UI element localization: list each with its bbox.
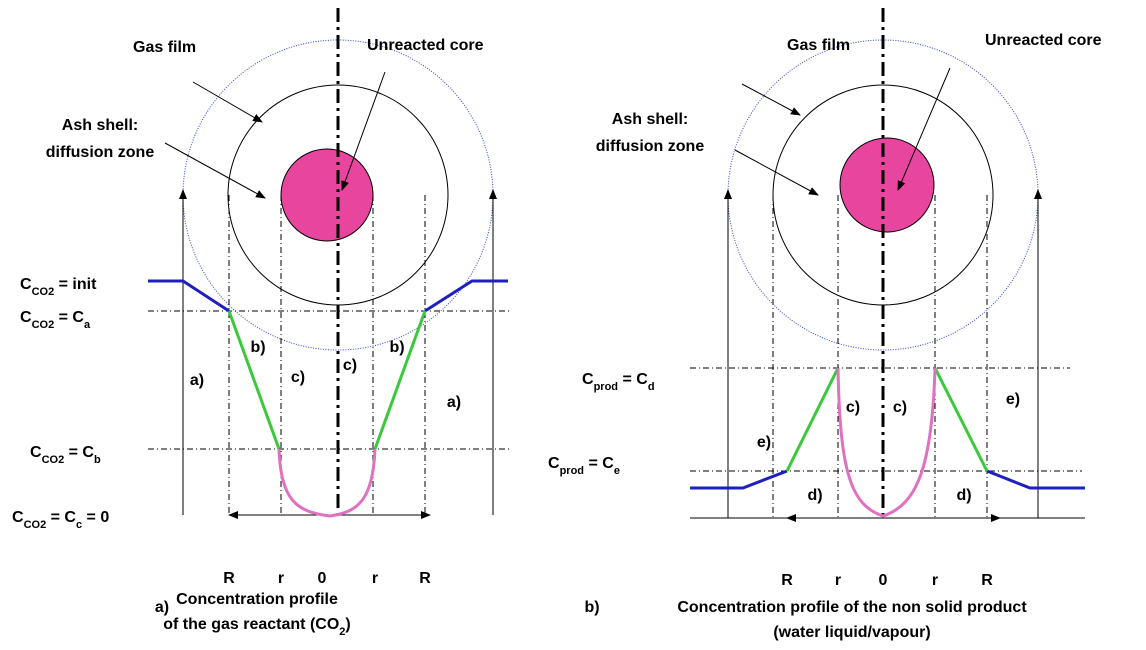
- core-profile: [279, 449, 375, 516]
- zone-label: a): [190, 372, 204, 389]
- level-label-part: b: [94, 454, 101, 466]
- level-label-part: C: [12, 509, 24, 526]
- level-label-part: = C: [584, 455, 614, 472]
- zone-label: e): [757, 434, 771, 451]
- zone-label: e): [1006, 391, 1020, 408]
- zone-label: c): [343, 357, 357, 374]
- level-label: CCO2 = Ca: [20, 309, 91, 331]
- ash-shell-profile: [229, 311, 279, 449]
- ash-shell-label: diffusion zone: [596, 138, 705, 155]
- level-label-part: C: [30, 444, 42, 461]
- unreacted-core-label: Unreacted core: [367, 37, 484, 54]
- gas-film-profile: [987, 471, 1085, 488]
- level-label-part: = C: [54, 309, 84, 326]
- caption-line: (water liquid/vapour): [773, 624, 930, 641]
- gas-film-profile: [425, 281, 508, 311]
- axis-label: R: [419, 570, 431, 587]
- axis-label: R: [781, 572, 793, 589]
- pointer-arrow: [742, 84, 800, 115]
- level-label-part: CO2: [32, 319, 55, 331]
- caption-line: Concentration profile of the non solid p…: [677, 599, 1027, 616]
- caption-line: Concentration profile: [176, 591, 338, 608]
- zone-label: d): [807, 487, 822, 504]
- ash-shell-profile: [787, 368, 838, 471]
- ash-shell-label: Ash shell:: [62, 117, 138, 134]
- zone-label: c): [846, 399, 860, 416]
- axis-label: 0: [879, 572, 888, 589]
- zone-label: c): [893, 399, 907, 416]
- caption-line-part: (water liquid/vapour): [773, 624, 930, 641]
- level-label-part: = 0: [82, 509, 109, 526]
- level-label-part: C: [548, 455, 560, 472]
- core-profile: [838, 368, 935, 516]
- level-label-part: C: [582, 371, 594, 388]
- caption-line: of the gas reactant (CO2): [163, 616, 350, 638]
- level-label: CCO2 = Cc = 0: [12, 509, 109, 531]
- ash-shell-profile: [935, 368, 987, 471]
- ash-shell-profile: [375, 311, 425, 449]
- ash-shell-label: Ash shell:: [612, 111, 688, 128]
- level-label-part: prod: [594, 381, 618, 393]
- zone-label: c): [291, 369, 305, 386]
- zone-label: a): [447, 394, 461, 411]
- figure: Gas film Unreacted core Ash shell: diffusio…: [0, 0, 1146, 650]
- level-label-part: = C: [46, 509, 76, 526]
- level-label-part: CO2: [42, 454, 65, 466]
- zone-label: b): [389, 339, 404, 356]
- caption-line-part: ): [345, 616, 350, 633]
- level-label-part: CO2: [24, 519, 47, 531]
- axis-label: r: [372, 570, 378, 587]
- level-label-part: = C: [618, 371, 648, 388]
- gas-film-profile: [690, 471, 787, 488]
- level-label: Cprod = Ce: [548, 455, 620, 477]
- level-label: CCO2 = init: [20, 276, 97, 298]
- gas-film-profile: [148, 281, 229, 311]
- level-label: Cprod = Cd: [582, 371, 655, 393]
- level-label-part: CO2: [32, 286, 55, 298]
- pointer-arrow: [735, 150, 818, 195]
- unreacted-core: [840, 138, 934, 232]
- caption-line-part: Concentration profile of the non solid p…: [677, 599, 1027, 616]
- axis-label: r: [835, 572, 841, 589]
- level-label-part: = init: [54, 276, 97, 293]
- level-label-part: d: [648, 381, 655, 393]
- level-label: CCO2 = Cb: [30, 444, 101, 466]
- caption-line-part: Concentration profile: [176, 591, 338, 608]
- pointer-arrow: [165, 143, 265, 198]
- unreacted-core-label: Unreacted core: [985, 32, 1102, 49]
- axis-label: R: [223, 570, 235, 587]
- zone-label: b): [250, 339, 265, 356]
- level-label-part: C: [20, 276, 32, 293]
- level-label-part: = C: [64, 444, 94, 461]
- axis-label: r: [278, 570, 284, 587]
- gas-film-label: Gas film: [133, 39, 196, 56]
- pointer-arrow: [193, 82, 262, 122]
- caption-letter: b): [584, 599, 599, 616]
- level-label-part: e: [614, 465, 620, 477]
- caption-line-part: of the gas reactant (CO: [163, 616, 339, 633]
- ash-shell-label: diffusion zone: [46, 144, 155, 161]
- caption-letter: a): [155, 599, 169, 616]
- level-label-part: prod: [560, 465, 584, 477]
- axis-label: R: [981, 572, 993, 589]
- axis-label: r: [932, 572, 938, 589]
- axis-label: 0: [318, 570, 327, 587]
- level-label-part: a: [84, 319, 91, 331]
- unreacted-core: [281, 149, 373, 241]
- zone-label: d): [956, 487, 971, 504]
- level-label-part: C: [20, 309, 32, 326]
- gas-film-label: Gas film: [787, 37, 850, 54]
